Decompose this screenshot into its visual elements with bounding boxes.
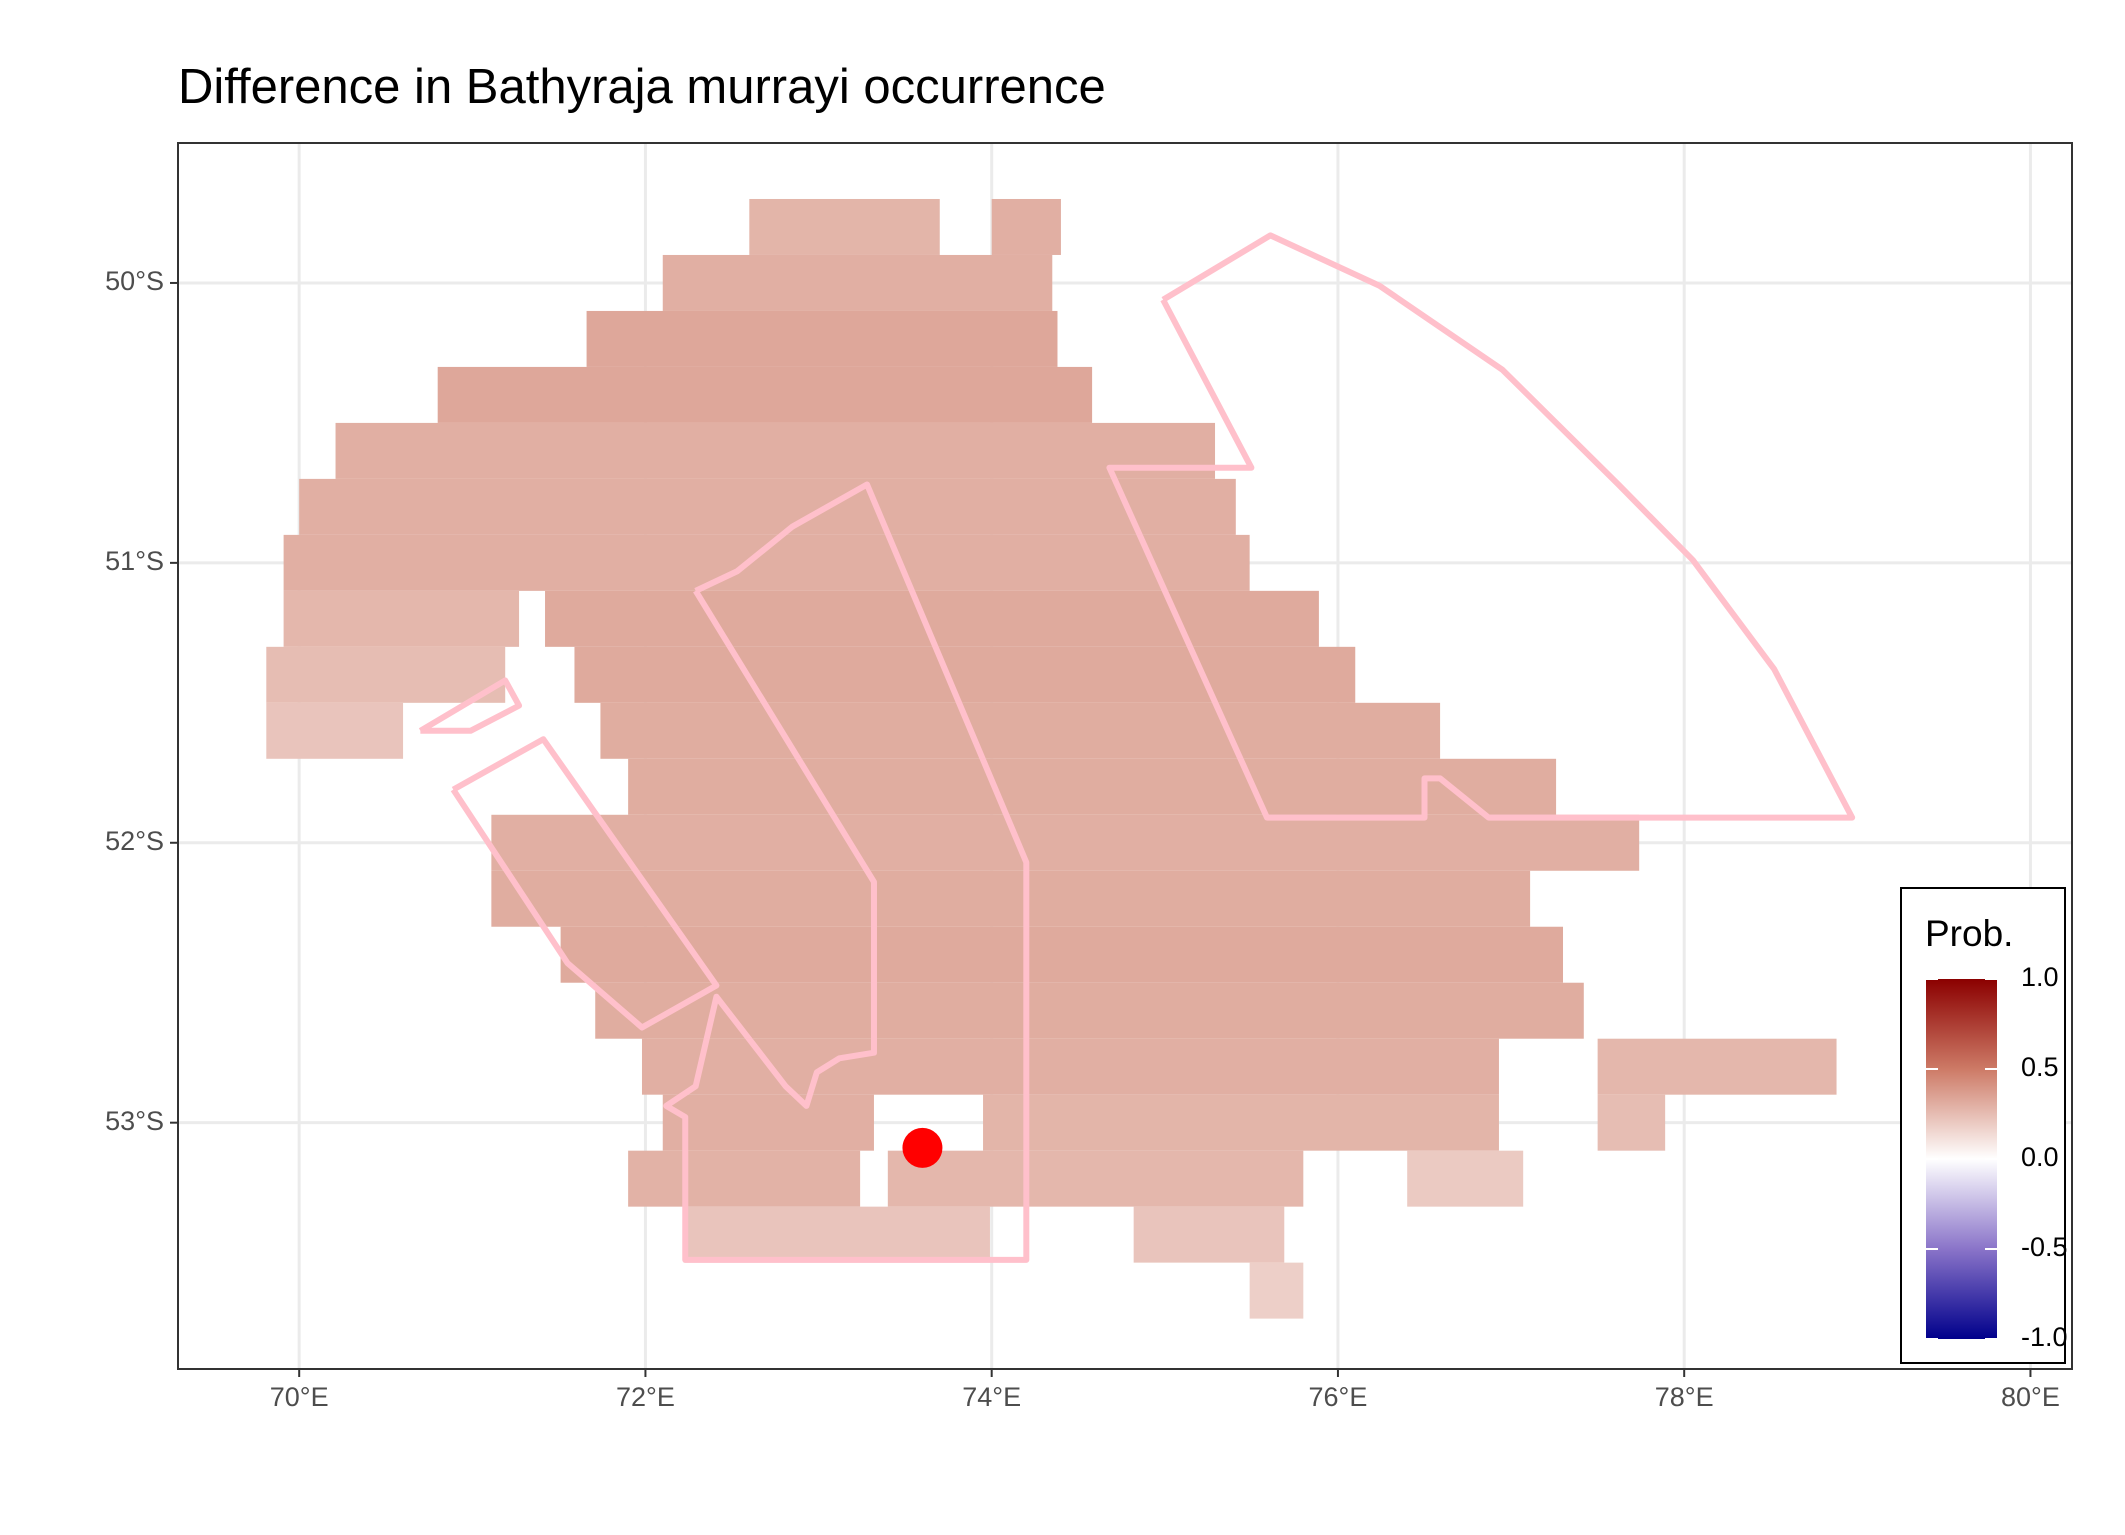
raster-cell: [437, 366, 1093, 423]
raster-cell: [1597, 1094, 1666, 1151]
raster-cell: [991, 198, 1061, 255]
x-tick-label: 72°E: [616, 1382, 675, 1412]
area-outline: [450, 736, 720, 1031]
raster-cell: [266, 702, 404, 759]
legend: Prob. 1.0 0.5 0.0 -0.5 -1.0: [1900, 887, 2068, 1364]
point-marker: [902, 1127, 943, 1168]
raster-cell: [1407, 1150, 1524, 1207]
chart-title: Difference in Bathyraja murrayi occurren…: [178, 60, 1106, 114]
raster-cell: [662, 254, 1053, 311]
x-tick-label: 74°E: [962, 1382, 1021, 1412]
raster-cell: [560, 926, 1564, 983]
area-outline: [663, 481, 1030, 1263]
raster-cell: [491, 870, 1531, 927]
raster-cell: [662, 1094, 874, 1151]
y-tick-label: 51°S: [105, 546, 164, 576]
area-outline: [418, 677, 523, 734]
raster-cell: [628, 1150, 861, 1207]
raster-cell: [283, 534, 1250, 591]
raster-cell: [683, 1206, 990, 1263]
y-tick-label: 53°S: [105, 1106, 164, 1136]
raster-cell: [1133, 1206, 1285, 1263]
raster-cell: [983, 1094, 1499, 1151]
area-outline: [1106, 232, 1856, 821]
raster-cell: [595, 982, 1584, 1039]
legend-label: 0.0: [2021, 1142, 2059, 1172]
legend-label: 1.0: [2021, 962, 2059, 992]
raster-cell: [1597, 1038, 1837, 1095]
raster-cell: [749, 198, 940, 255]
x-tick-label: 78°E: [1655, 1382, 1714, 1412]
raster-cell: [586, 310, 1058, 367]
x-tick-label: 80°E: [2001, 1382, 2060, 1412]
raster-cell: [574, 646, 1356, 703]
y-tick-label: 50°S: [105, 266, 164, 296]
x-tick-label: 70°E: [270, 1382, 329, 1412]
legend-title: Prob.: [1925, 913, 2013, 954]
raster-cell: [266, 646, 506, 703]
raster-cell: [628, 758, 1557, 815]
raster-cell: [887, 1150, 1304, 1207]
raster-cell: [283, 590, 520, 647]
legend-label: -1.0: [2021, 1322, 2068, 1352]
legend-label: 0.5: [2021, 1052, 2059, 1082]
raster-cell: [1249, 1262, 1304, 1319]
raster-cell: [600, 702, 1441, 759]
raster-cell: [335, 422, 1216, 479]
raster-cell: [491, 814, 1640, 871]
raster-cell: [299, 478, 1236, 535]
legend-label: -0.5: [2021, 1232, 2068, 1262]
panel-border: [177, 142, 2073, 1370]
x-tick-label: 76°E: [1309, 1382, 1368, 1412]
y-tick-label: 52°S: [105, 826, 164, 856]
